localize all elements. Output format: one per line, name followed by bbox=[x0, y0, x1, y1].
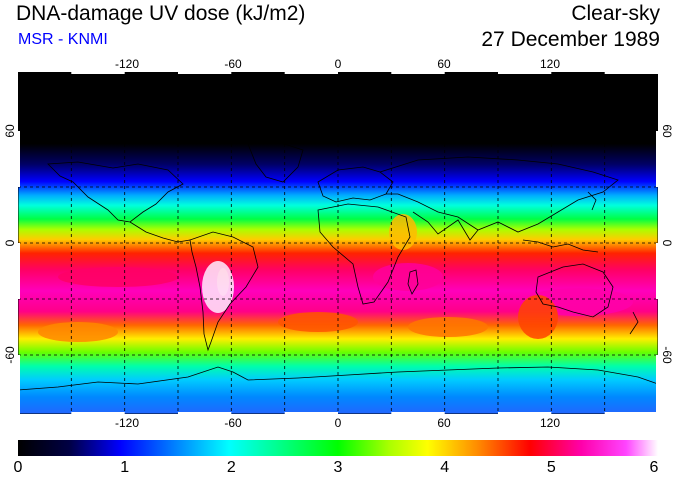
colorbar-svg bbox=[18, 440, 658, 456]
coast-japan bbox=[587, 191, 597, 211]
lon-label-bottom-120: 120 bbox=[539, 416, 561, 430]
coast-australia bbox=[535, 263, 614, 318]
coast-new-zealand bbox=[629, 311, 639, 335]
map-svg bbox=[18, 72, 658, 414]
coast-madagascar bbox=[407, 269, 419, 295]
coast-greenland bbox=[247, 141, 304, 183]
coastlines bbox=[18, 141, 658, 391]
coast-indonesia bbox=[522, 239, 599, 253]
uv-field-variations bbox=[38, 214, 633, 342]
lon-label-top-60: 60 bbox=[437, 57, 451, 71]
lon-label-top-120: 120 bbox=[539, 57, 561, 71]
lon-label-bottom-0: 0 bbox=[334, 416, 342, 430]
lat-label-right--60: -60 bbox=[660, 346, 674, 364]
coast-south-america bbox=[189, 231, 259, 352]
colorbar-tick-6: 6 bbox=[649, 459, 659, 476]
lon-label-top-0: 0 bbox=[334, 57, 342, 71]
colorbar-tick-1: 1 bbox=[120, 459, 130, 476]
lat-label-left--60: -60 bbox=[3, 346, 17, 364]
lat-label-left-0: 0 bbox=[3, 239, 17, 247]
coast-arabia-india bbox=[412, 211, 479, 241]
uv-dose-map bbox=[18, 72, 658, 414]
lon-label-bottom-60: 60 bbox=[437, 416, 451, 430]
coast-central-america bbox=[129, 221, 191, 243]
colorbar-tick-2: 2 bbox=[226, 459, 236, 476]
source-label: MSR - KNMI bbox=[18, 31, 108, 48]
lon-label-top--120: -120 bbox=[114, 57, 140, 71]
lon-label-bottom--120: -120 bbox=[114, 416, 140, 430]
graticule bbox=[18, 72, 658, 414]
map-title: DNA-damage UV dose (kJ/m2) bbox=[16, 2, 306, 25]
coast-antarctica bbox=[18, 366, 658, 391]
coast-asia bbox=[379, 156, 619, 233]
colorbar-tick-3: 3 bbox=[333, 459, 343, 476]
lon-label-bottom--60: -60 bbox=[224, 416, 242, 430]
lat-label-right-0: 0 bbox=[660, 239, 674, 247]
colorbar-tick-4: 4 bbox=[440, 459, 450, 476]
map-frame bbox=[18, 72, 658, 414]
map-date: 27 December 1989 bbox=[481, 28, 660, 51]
colorbar-gradient bbox=[18, 440, 658, 456]
lon-label-top--60: -60 bbox=[224, 57, 242, 71]
colorbar-tick-5: 5 bbox=[546, 459, 556, 476]
coast-north-america bbox=[47, 161, 184, 223]
lat-label-right-60: 60 bbox=[660, 124, 674, 138]
sky-condition: Clear-sky bbox=[571, 2, 660, 25]
lat-label-left-60: 60 bbox=[3, 124, 17, 138]
uv-dose-colorbar bbox=[18, 440, 658, 456]
coast-africa bbox=[317, 203, 411, 305]
colorbar-tick-0: 0 bbox=[13, 459, 23, 476]
